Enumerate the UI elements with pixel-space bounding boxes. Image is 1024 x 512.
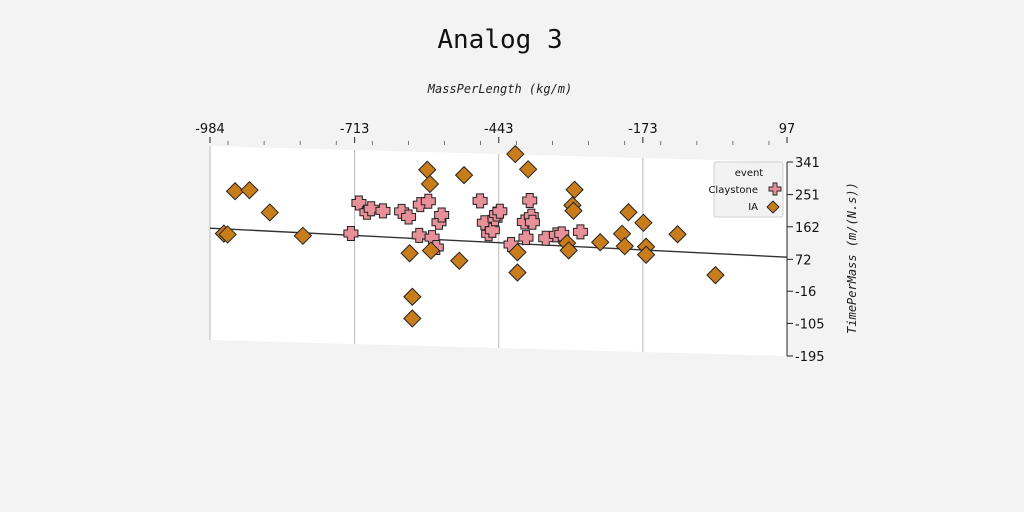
point-ia xyxy=(260,203,279,222)
point-claystone xyxy=(518,230,534,246)
point-claystone xyxy=(420,193,436,209)
point-ia xyxy=(559,241,578,260)
x-tick-label: -984 xyxy=(195,122,225,137)
point-ia xyxy=(403,309,422,328)
y-tick-label: 251 xyxy=(795,189,820,204)
legend: event Claystone IA xyxy=(708,161,784,218)
point-ia xyxy=(565,180,584,199)
y-ticks: 341 251 162 72 -16 -105 -195 xyxy=(787,156,825,365)
grid xyxy=(209,146,644,353)
point-ia xyxy=(454,165,474,185)
x-tick-label: -173 xyxy=(628,122,658,137)
y-tick-label: 162 xyxy=(795,221,820,236)
x-tick-label: -713 xyxy=(340,122,370,137)
point-ia xyxy=(636,245,656,264)
chart-title: Analog 3 xyxy=(437,25,562,55)
point-ia xyxy=(619,203,638,222)
point-claystone xyxy=(492,203,508,219)
point-claystone xyxy=(411,227,427,243)
point-ia xyxy=(706,265,725,285)
data-points xyxy=(214,144,725,328)
point-claystone xyxy=(522,192,538,208)
point-ia xyxy=(403,287,422,306)
y-tick-label: -105 xyxy=(795,317,825,332)
point-ia xyxy=(506,144,525,164)
point-claystone xyxy=(484,222,500,238)
point-claystone xyxy=(375,203,391,219)
y-tick-label: -195 xyxy=(795,350,825,365)
point-ia xyxy=(634,213,653,233)
point-claystone xyxy=(472,193,488,209)
legend-marker-ia xyxy=(766,200,780,214)
point-ia xyxy=(293,226,313,246)
x-ticks: -984 -713 -443 -173 97 xyxy=(195,122,795,145)
point-ia xyxy=(450,251,469,270)
point-ia xyxy=(421,241,441,260)
point-ia xyxy=(400,244,419,263)
x-tick-label: 97 xyxy=(779,122,796,137)
legend-label-ia: IA xyxy=(748,202,758,213)
point-ia xyxy=(518,160,538,179)
x-tick-label: -443 xyxy=(484,122,514,137)
point-ia xyxy=(590,233,610,252)
y-tick-label: -16 xyxy=(795,285,816,300)
y-tick-label: 72 xyxy=(795,253,812,268)
point-ia xyxy=(240,180,259,200)
y-tick-label: 341 xyxy=(795,156,820,171)
point-ia xyxy=(615,236,634,256)
y-axis-label: TimePerMass (m/(N.s)) xyxy=(845,182,859,334)
point-claystone xyxy=(401,209,417,225)
point-ia xyxy=(218,225,237,244)
point-claystone xyxy=(363,201,379,217)
legend-title: event xyxy=(735,168,764,179)
point-ia xyxy=(420,174,440,194)
point-ia xyxy=(508,263,527,282)
point-claystone xyxy=(434,207,450,223)
point-ia xyxy=(564,201,583,220)
point-ia xyxy=(225,182,245,201)
legend-label-claystone: Claystone xyxy=(708,185,758,196)
point-ia xyxy=(508,243,527,262)
point-claystone xyxy=(524,214,540,230)
legend-marker-claystone xyxy=(768,182,782,196)
point-claystone xyxy=(343,226,359,242)
legend-box xyxy=(713,161,784,218)
x-axis-label: MassPerLength (kg/m) xyxy=(427,82,573,96)
point-ia xyxy=(668,225,687,244)
point-claystone xyxy=(572,224,588,240)
